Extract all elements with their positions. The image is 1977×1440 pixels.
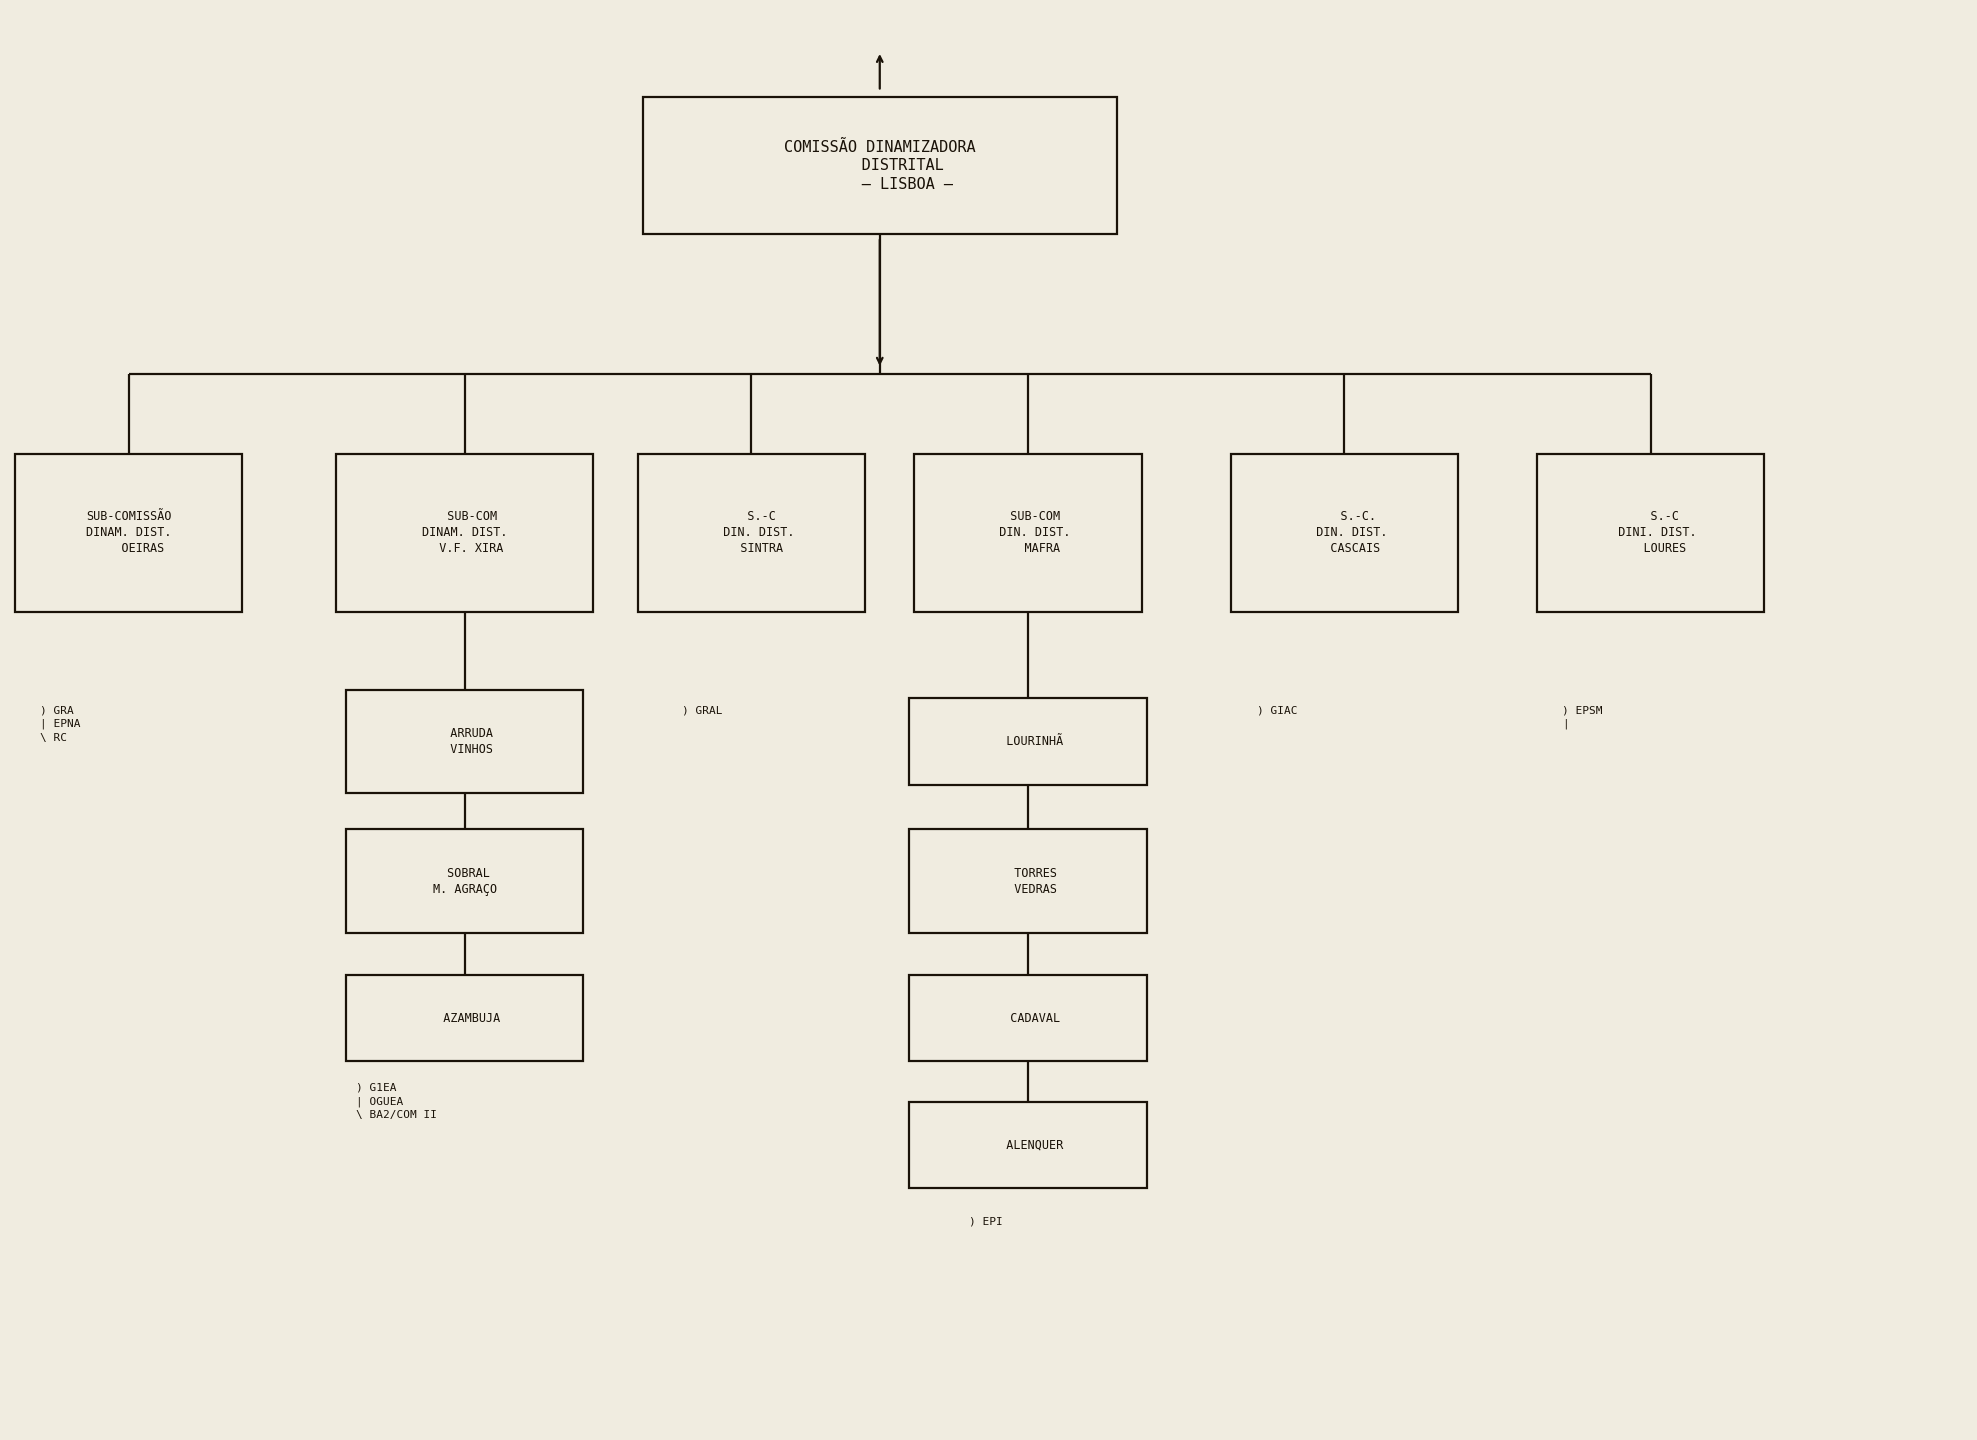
Text: COMISSÃO DINAMIZADORA
     DISTRITAL
      — LISBOA —: COMISSÃO DINAMIZADORA DISTRITAL — LISBOA…	[785, 140, 975, 192]
Text: SUB-COMISSÃO
DINAM. DIST.
    OEIRAS: SUB-COMISSÃO DINAM. DIST. OEIRAS	[85, 510, 172, 556]
Text: ) GIAC: ) GIAC	[1257, 706, 1297, 716]
Text: TORRES
  VEDRAS: TORRES VEDRAS	[1000, 867, 1056, 896]
Text: SUB-COM
DINAM. DIST.
  V.F. XIRA: SUB-COM DINAM. DIST. V.F. XIRA	[421, 510, 508, 556]
Text: S.-C
  DIN. DIST.
   SINTRA: S.-C DIN. DIST. SINTRA	[708, 510, 795, 556]
Text: ) EPI: ) EPI	[969, 1217, 1002, 1227]
Text: ) GRA
| EPNA
\ RC: ) GRA | EPNA \ RC	[40, 706, 79, 743]
Text: ARRUDA
  VINHOS: ARRUDA VINHOS	[437, 727, 492, 756]
Text: SOBRAL
M. AGRAÇO: SOBRAL M. AGRAÇO	[433, 867, 496, 896]
Text: ) EPSM
|: ) EPSM |	[1562, 706, 1601, 729]
Text: ) GRAL: ) GRAL	[682, 706, 722, 716]
Text: ) G1EA
| OGUEA
\ BA2/COM II: ) G1EA | OGUEA \ BA2/COM II	[356, 1083, 437, 1120]
Text: S.-C
  DINI. DIST.
    LOURES: S.-C DINI. DIST. LOURES	[1605, 510, 1696, 556]
Text: SUB-COM
  DIN. DIST.
    MAFRA: SUB-COM DIN. DIST. MAFRA	[985, 510, 1072, 556]
Text: ALENQUER: ALENQUER	[992, 1138, 1064, 1152]
Text: CADAVAL: CADAVAL	[996, 1011, 1060, 1025]
Text: LOURINHÃ: LOURINHÃ	[992, 734, 1064, 749]
Text: S.-C.
  DIN. DIST.
   CASCAIS: S.-C. DIN. DIST. CASCAIS	[1301, 510, 1388, 556]
Text: AZAMBUJA: AZAMBUJA	[429, 1011, 500, 1025]
